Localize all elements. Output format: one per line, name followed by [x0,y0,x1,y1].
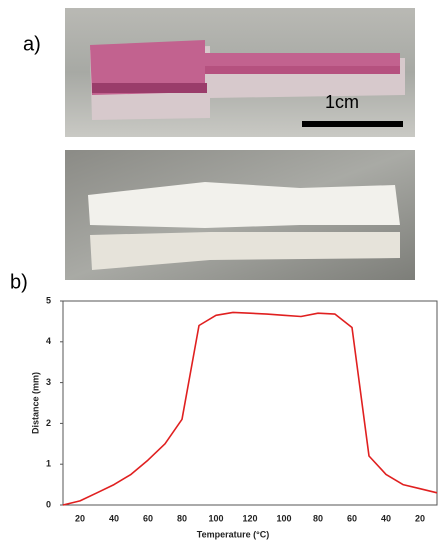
x-tick-label: 20 [415,513,425,523]
y-tick-label: 5 [46,295,51,305]
x-tick-label: 100 [208,513,223,523]
y-tick-label: 1 [46,459,51,469]
photo-pink [65,8,415,137]
x-tick-label: 20 [75,513,85,523]
panel-label: b) [10,271,28,293]
x-tick-label: 40 [109,513,119,523]
data-line [62,311,438,506]
plot-frame [62,300,438,506]
panel-label: a) [23,33,41,55]
y-tick-label: 3 [46,377,51,387]
x-tick-label: 80 [313,513,323,523]
x-tick-label: 40 [381,513,391,523]
y-axis-label: Distance (mm) [30,372,40,434]
x-tick-label: 60 [143,513,153,523]
x-tick-label: 80 [177,513,187,523]
y-tick-label: 2 [46,418,51,428]
scale-bar [302,121,403,127]
x-axis-label: Temperature (°C) [197,529,269,539]
y-tick-label: 4 [46,336,51,346]
y-tick-label: 0 [46,499,51,509]
scale-bar-label: 1cm [325,92,359,112]
x-tick-label: 120 [242,513,257,523]
x-tick-label: 60 [347,513,357,523]
photo-white [65,150,415,280]
x-tick-label: 100 [276,513,291,523]
